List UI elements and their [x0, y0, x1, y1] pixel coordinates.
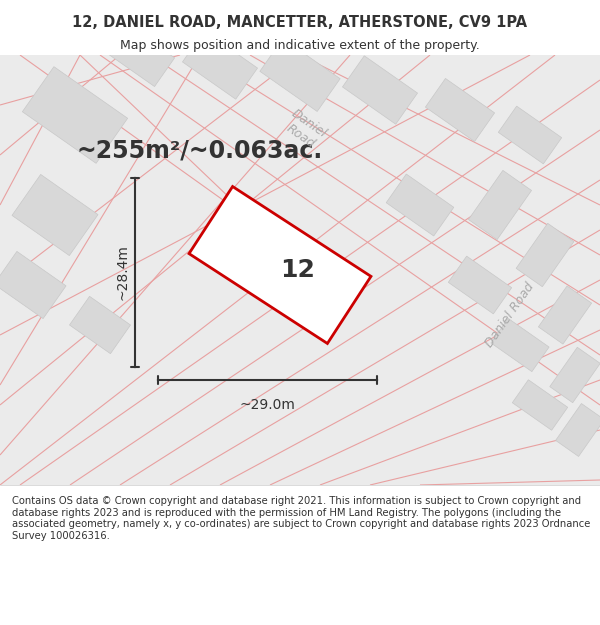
Polygon shape [106, 24, 175, 86]
Polygon shape [512, 380, 568, 430]
Polygon shape [425, 79, 494, 141]
Polygon shape [70, 296, 131, 354]
Polygon shape [260, 39, 340, 111]
Polygon shape [538, 286, 592, 344]
Polygon shape [22, 67, 128, 163]
Polygon shape [386, 174, 454, 236]
Polygon shape [182, 31, 257, 99]
Text: 12: 12 [281, 258, 316, 282]
Polygon shape [498, 106, 562, 164]
Polygon shape [516, 223, 574, 287]
Polygon shape [556, 404, 600, 456]
Text: Map shows position and indicative extent of the property.: Map shows position and indicative extent… [120, 39, 480, 51]
Text: Daniel
Road: Daniel Road [281, 107, 329, 153]
Polygon shape [550, 348, 600, 403]
Polygon shape [0, 251, 66, 319]
Text: ~255m²/~0.063ac.: ~255m²/~0.063ac. [77, 138, 323, 162]
Polygon shape [12, 174, 98, 256]
Text: Contains OS data © Crown copyright and database right 2021. This information is : Contains OS data © Crown copyright and d… [12, 496, 590, 541]
Polygon shape [189, 186, 371, 344]
Polygon shape [448, 256, 512, 314]
Polygon shape [491, 318, 549, 372]
Text: Daniel Road: Daniel Road [483, 280, 537, 350]
Polygon shape [469, 171, 532, 239]
Text: ~29.0m: ~29.0m [239, 398, 295, 412]
Text: 12, DANIEL ROAD, MANCETTER, ATHERSTONE, CV9 1PA: 12, DANIEL ROAD, MANCETTER, ATHERSTONE, … [73, 16, 527, 31]
Text: ~28.4m: ~28.4m [116, 244, 130, 301]
Polygon shape [343, 56, 418, 124]
